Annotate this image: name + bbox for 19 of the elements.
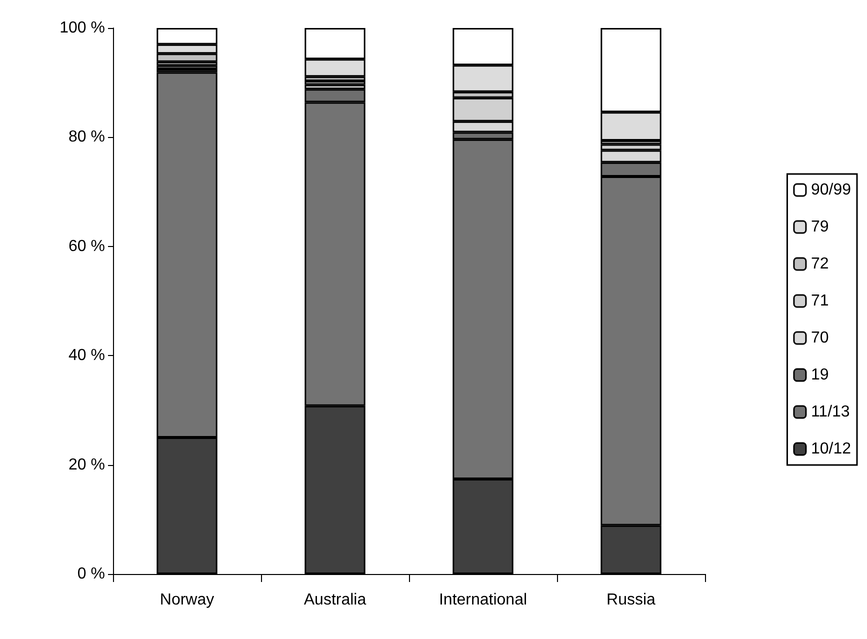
legend-label: 71 bbox=[810, 292, 829, 310]
x-tick-label: Australia bbox=[304, 592, 366, 608]
bar bbox=[304, 80, 366, 85]
y-tick-label: 0 % bbox=[77, 566, 105, 582]
x-tick-label: Russia bbox=[606, 592, 656, 608]
legend-label: 19 bbox=[810, 366, 829, 384]
y-tick-label: 100 % bbox=[60, 20, 105, 36]
legend-label: 70 bbox=[810, 330, 829, 346]
legend-label: 10/12 bbox=[810, 440, 852, 458]
y-tick-label: 20 % bbox=[68, 456, 105, 474]
legend-label: 72 bbox=[810, 256, 829, 272]
y-tick-label: 80 % bbox=[68, 128, 105, 146]
y-tick-label: 40 % bbox=[68, 347, 105, 364]
y-tick-label: 60 % bbox=[68, 238, 105, 255]
legend-label: 79 bbox=[810, 218, 829, 236]
legend-label: 90/99 bbox=[810, 182, 852, 198]
x-tick-label: International bbox=[438, 592, 528, 608]
x-tick-label: Norway bbox=[160, 592, 214, 608]
legend-label: 11/13 bbox=[810, 404, 850, 420]
